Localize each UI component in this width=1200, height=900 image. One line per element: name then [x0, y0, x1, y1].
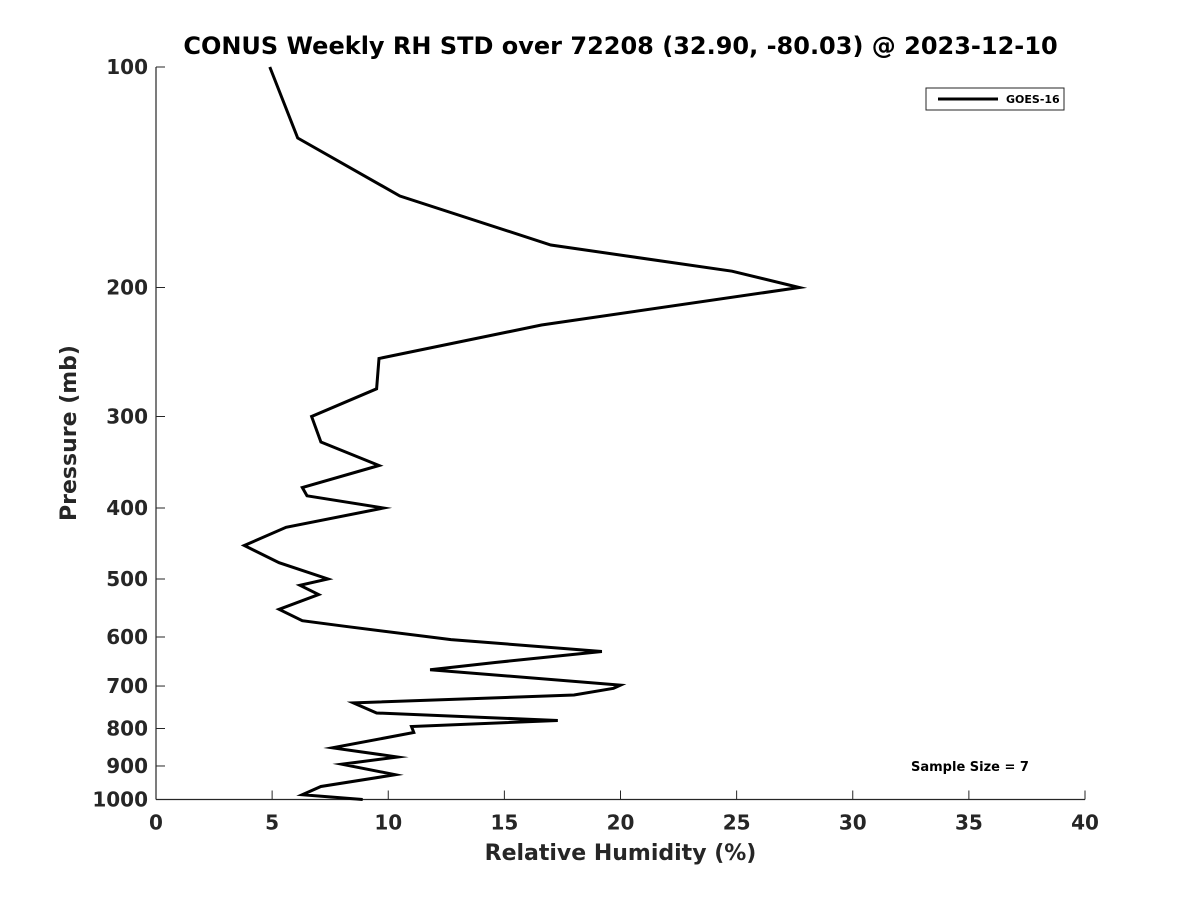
- sample-size-annotation: Sample Size = 7: [911, 760, 1029, 775]
- x-tick-label: 25: [723, 811, 751, 835]
- chart-title: CONUS Weekly RH STD over 72208 (32.90, -…: [183, 32, 1057, 60]
- x-tick-label: 5: [265, 811, 279, 835]
- x-tick-label: 35: [955, 811, 983, 835]
- legend-label-goes-16: GOES-16: [1006, 93, 1060, 106]
- x-tick-label: 0: [149, 811, 163, 835]
- y-tick-label: 900: [106, 754, 148, 778]
- y-ticks: 100 200 300 400 500 600 700 800 900 1000: [92, 55, 165, 812]
- x-tick-label: 15: [490, 811, 518, 835]
- y-tick-label: 300: [106, 404, 148, 428]
- x-tick-label: 40: [1071, 811, 1099, 835]
- x-axis-label: Relative Humidity (%): [485, 841, 757, 866]
- y-tick-label: 600: [106, 625, 148, 649]
- y-tick-label: 400: [106, 496, 148, 520]
- series-line-goes-16: [240, 66, 808, 801]
- x-tick-label: 30: [839, 811, 867, 835]
- y-tick-label: 800: [106, 717, 148, 741]
- x-ticks: 0 5 10 15 20 25 30 35 40: [149, 790, 1099, 835]
- y-axis-label: Pressure (mb): [57, 345, 82, 521]
- y-tick-label: 1000: [92, 788, 148, 812]
- y-tick-label: 500: [106, 567, 148, 591]
- x-tick-label: 10: [374, 811, 402, 835]
- x-tick-label: 20: [607, 811, 635, 835]
- series-group: [240, 66, 808, 801]
- y-tick-label: 100: [106, 55, 148, 79]
- axes: [155, 67, 1085, 801]
- legend: GOES-16: [925, 87, 1065, 111]
- y-tick-label: 200: [106, 276, 148, 300]
- y-tick-label: 700: [106, 674, 148, 698]
